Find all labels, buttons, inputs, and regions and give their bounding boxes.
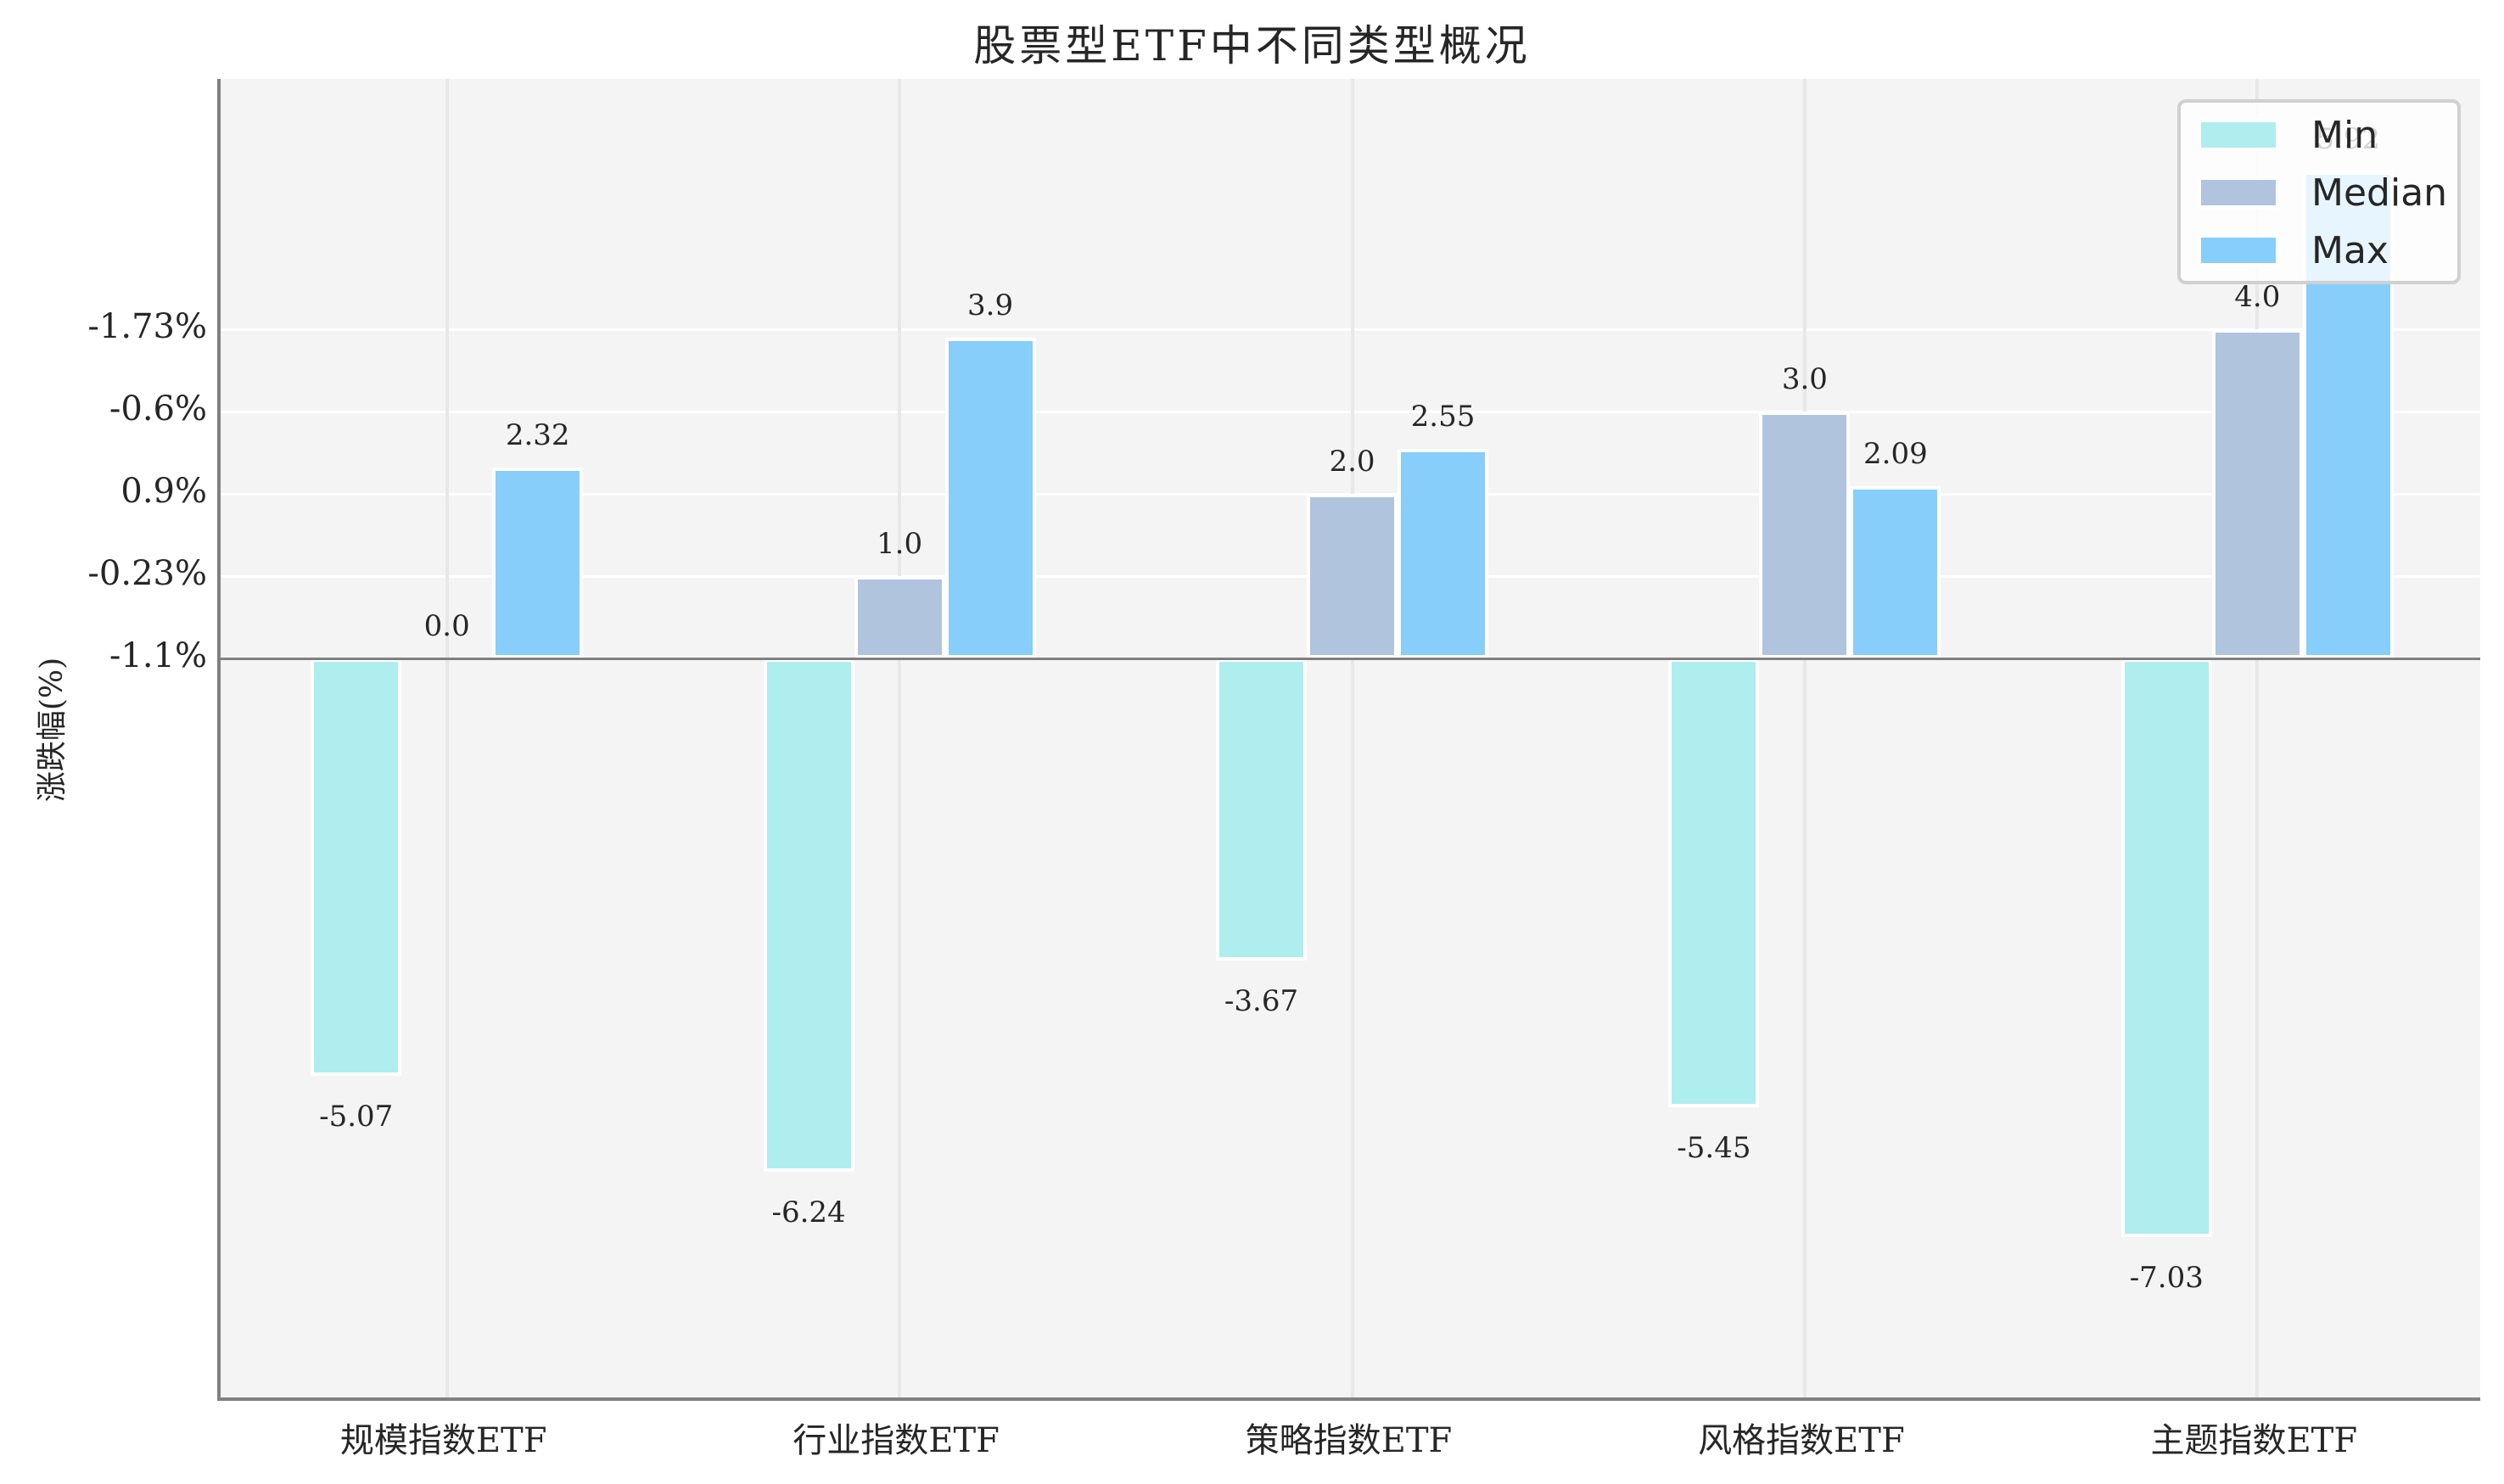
bar-value-label: -7.03	[2129, 1260, 2204, 1295]
v-gridline	[1350, 79, 1354, 1397]
legend-label: Min	[2311, 113, 2378, 157]
legend-item-median: Median	[2198, 171, 2447, 215]
bar-min	[311, 658, 402, 1076]
bar-value-label: -6.24	[771, 1196, 846, 1230]
bar-max	[1398, 448, 1488, 658]
legend-swatch-max	[2198, 234, 2279, 266]
bar-min	[2120, 658, 2212, 1237]
legend-label: Max	[2311, 228, 2389, 272]
x-tick-label: 主题指数ETF	[2150, 1421, 2358, 1460]
bar-min	[763, 658, 854, 1173]
bar-median	[1759, 411, 1851, 658]
plot-area: -5.07 -6.24 -3.67 -5.45 -7.03 0.0 1.0 2.0 3.0 4.0…	[217, 79, 2480, 1401]
chart-title: 股票型ETF中不同类型概况	[973, 21, 1531, 70]
bar-median	[854, 575, 945, 658]
v-gridline	[898, 79, 902, 1397]
bar-max	[1850, 486, 1941, 658]
x-tick-label: 策略指数ETF	[1245, 1421, 1453, 1460]
x-tick-label: 规模指数ETF	[339, 1421, 547, 1460]
bar-min	[1668, 658, 1760, 1107]
y-axis-label: 涨跌幅(%)	[35, 657, 70, 803]
v-gridline	[2255, 79, 2260, 1397]
legend-swatch-median	[2198, 176, 2279, 209]
legend: Min Median Max	[2177, 99, 2461, 284]
bar-value-label: -5.45	[1677, 1130, 1751, 1165]
bar-max	[944, 337, 1036, 658]
y-tick-label: 0.9%	[120, 471, 207, 511]
legend-label: Median	[2311, 171, 2448, 215]
bar-median	[1307, 493, 1398, 658]
bar-value-label: 2.0	[1329, 444, 1375, 479]
y-tick-label: -0.23%	[87, 553, 207, 593]
y-tick-label: -0.6%	[109, 389, 207, 428]
bar-value-label: 2.55	[1410, 399, 1476, 434]
legend-item-max: Max	[2198, 229, 2389, 272]
x-tick-label: 风格指数ETF	[1698, 1421, 1905, 1460]
bar-median	[2211, 328, 2303, 658]
bar-value-label: 2.09	[1863, 437, 1928, 472]
bar-value-label: 3.9	[967, 288, 1014, 322]
v-gridline	[1802, 79, 1807, 1397]
bar-value-label: 2.32	[505, 417, 570, 452]
legend-item-min: Min	[2198, 114, 2378, 157]
bar-value-label: 4.0	[2234, 279, 2281, 314]
legend-swatch-min	[2198, 119, 2279, 151]
bar-value-label: 1.0	[877, 526, 923, 561]
zero-baseline	[221, 657, 2480, 660]
bar-value-label: 3.0	[1781, 361, 1828, 396]
bar-value-label: -3.67	[1224, 983, 1299, 1018]
bar-min	[1216, 658, 1307, 960]
bar-value-label: 0.0	[423, 608, 470, 643]
y-tick-label: -1.1%	[109, 636, 207, 675]
x-tick-label: 行业指数ETF	[793, 1421, 1000, 1460]
bar-max	[492, 467, 584, 658]
y-tick-label: -1.73%	[87, 306, 207, 346]
v-gridline	[445, 79, 449, 1397]
bar-value-label: -5.07	[319, 1099, 394, 1134]
